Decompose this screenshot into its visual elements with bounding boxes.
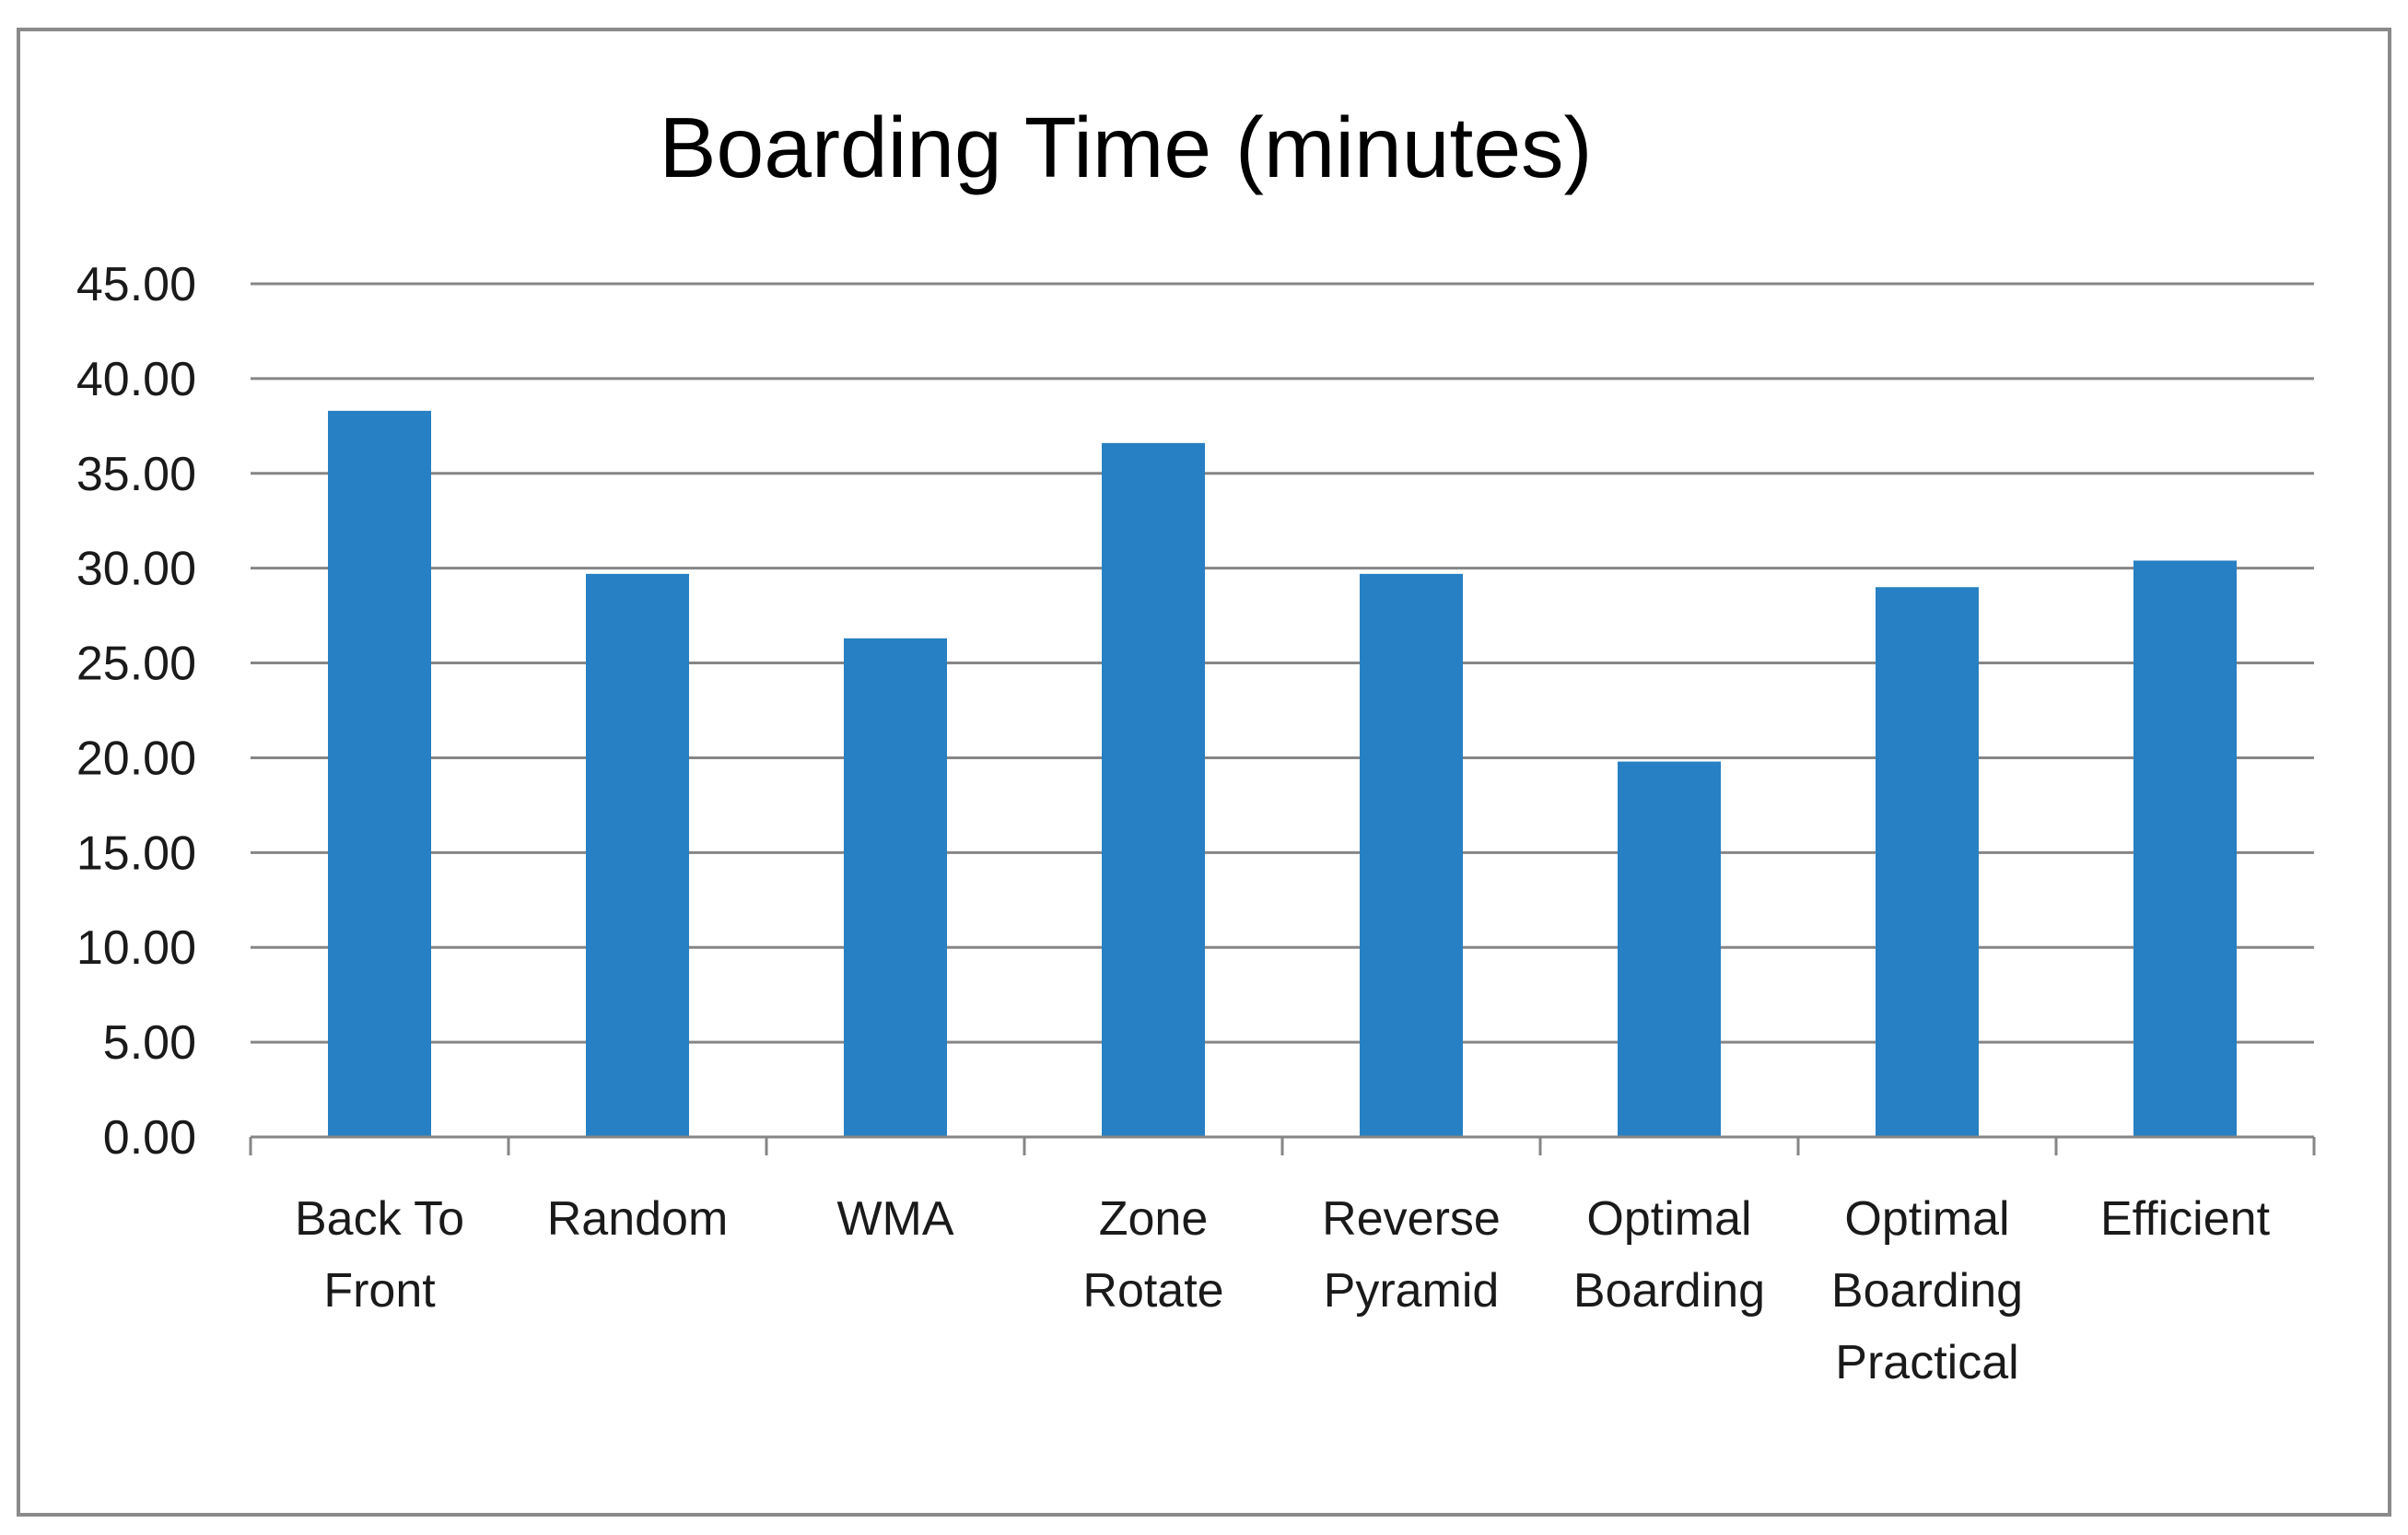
category-label: Back To Front	[295, 1192, 464, 1318]
category-label: Optimal Boarding Practical	[1831, 1192, 2023, 1389]
category-label: Zone Rotate	[1082, 1192, 1223, 1318]
bar	[1618, 761, 1721, 1137]
bar	[586, 573, 689, 1137]
y-tick-label: 45.00	[76, 258, 196, 311]
y-tick-label: 30.00	[76, 543, 196, 596]
y-tick-label: 25.00	[76, 638, 196, 691]
y-tick-label: 40.00	[76, 353, 196, 406]
category-label: WMA	[836, 1192, 953, 1246]
bar	[844, 638, 947, 1137]
bar	[1102, 442, 1205, 1137]
y-tick-label: 0.00	[103, 1111, 196, 1165]
bar	[2133, 560, 2237, 1137]
bar	[1360, 573, 1463, 1137]
bars	[328, 410, 2237, 1138]
bar	[328, 410, 431, 1138]
x-axis-category-labels: Back To Front Random WMA Zone Rotate Reverse Py…	[295, 1192, 2271, 1389]
x-axis	[249, 1135, 2316, 1155]
category-label: Optimal Boarding	[1573, 1192, 1765, 1318]
y-tick-label: 35.00	[76, 448, 196, 501]
y-tick-label: 10.00	[76, 921, 196, 975]
y-tick-label: 20.00	[76, 732, 196, 785]
category-label: Efficient	[2100, 1192, 2271, 1246]
y-axis-tick-labels: 0.00 5.00 10.00 15.00 20.00 25.00 30.00 35.00 40…	[76, 258, 196, 1165]
chart-title: Boarding Time (minutes)	[659, 100, 1592, 195]
category-label: Reverse Pyramid	[1322, 1192, 1501, 1318]
y-tick-label: 15.00	[76, 826, 196, 880]
y-tick-label: 5.00	[103, 1016, 196, 1070]
bar	[1876, 587, 1979, 1137]
category-label: Random	[547, 1192, 729, 1246]
